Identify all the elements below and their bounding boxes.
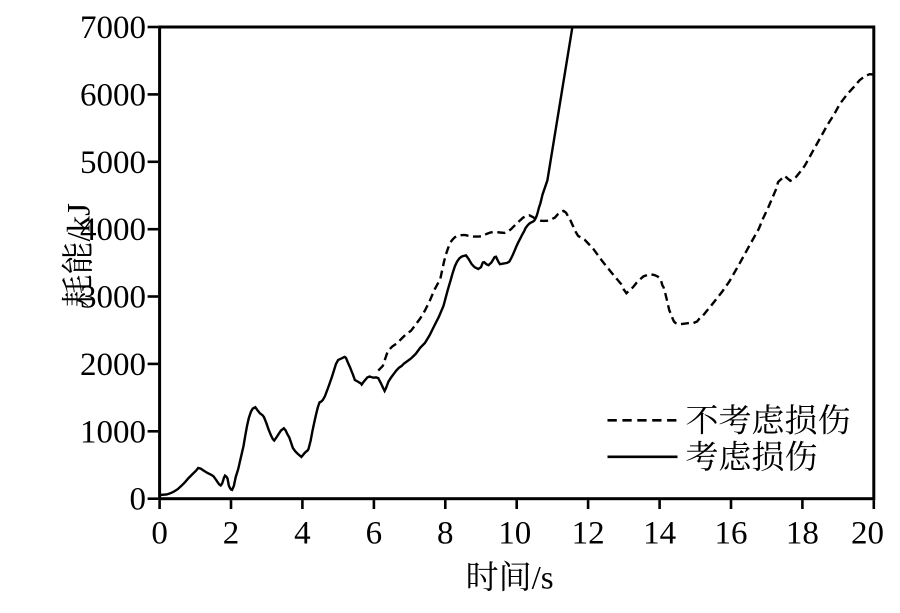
svg-text:6: 6 xyxy=(366,515,383,551)
svg-text:4000: 4000 xyxy=(80,212,146,248)
svg-text:7000: 7000 xyxy=(80,10,146,46)
svg-text:0: 0 xyxy=(151,515,168,551)
svg-text:2000: 2000 xyxy=(80,347,146,383)
svg-text:0: 0 xyxy=(130,482,147,518)
svg-text:1000: 1000 xyxy=(80,414,146,450)
svg-text:5000: 5000 xyxy=(80,145,146,181)
svg-text:/s: /s xyxy=(532,561,554,597)
svg-text:/kJ: /kJ xyxy=(62,203,98,242)
svg-text:14: 14 xyxy=(643,515,676,551)
svg-text:18: 18 xyxy=(786,515,819,551)
svg-text:2: 2 xyxy=(223,515,240,551)
svg-text:12: 12 xyxy=(572,515,605,551)
svg-text:16: 16 xyxy=(715,515,748,551)
svg-text:10: 10 xyxy=(498,515,531,551)
svg-text:20: 20 xyxy=(851,515,884,551)
svg-text:4: 4 xyxy=(294,515,311,551)
svg-text:8: 8 xyxy=(437,515,454,551)
svg-text:6000: 6000 xyxy=(80,77,146,113)
